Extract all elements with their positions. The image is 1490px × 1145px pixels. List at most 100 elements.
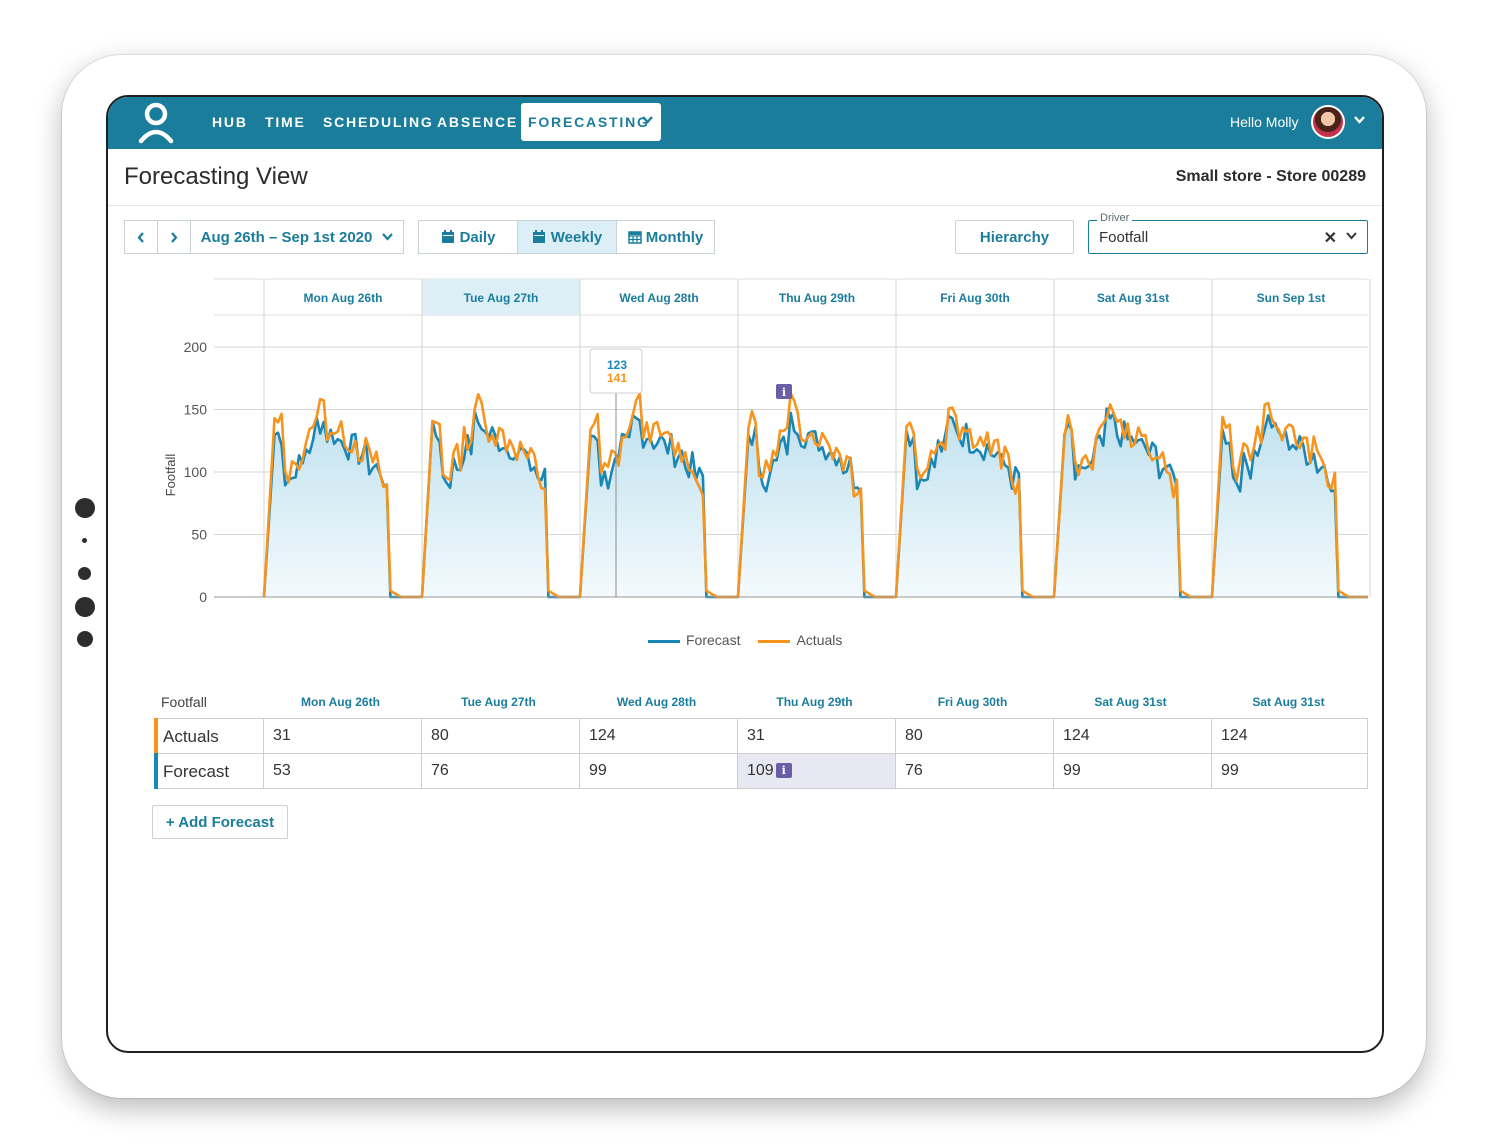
table-cell[interactable]: 76 [421,754,579,788]
table-cell[interactable]: 76 [895,754,1053,788]
clear-icon[interactable]: ✕ [1323,230,1337,247]
info-icon[interactable]: i [775,763,792,778]
chart-day-header[interactable]: Wed Aug 28th [619,291,698,305]
view-daily-button[interactable]: Daily [418,220,518,254]
table-cell[interactable]: 31 [263,719,421,753]
page-title: Forecasting View [124,163,308,190]
table-cell[interactable]: 80 [895,719,1053,753]
nav-absence[interactable]: ABSENCE [437,114,519,130]
nav-forecasting[interactable]: FORECASTING [521,103,661,141]
chart-day-header[interactable]: Tue Aug 27th [464,291,539,305]
chart-tooltip [589,348,643,394]
table-cell[interactable]: 99 [1211,754,1369,788]
y-tick-label: 50 [191,527,207,543]
chart-legend: Forecast Actuals [648,632,842,648]
user-greeting: Hello Molly [1230,114,1299,130]
footfall-chart: 0 50 100 150 200 Footfall Mon Aug 26th Tue Aug … [163,278,1371,605]
table-cell[interactable]: 124 [1053,719,1211,753]
legend-forecast[interactable]: Forecast [648,632,740,648]
table-column-header[interactable]: Thu Aug 29th [776,695,853,709]
chart-day-header[interactable]: Sat Aug 31st [1097,291,1169,305]
nav-scheduling[interactable]: SCHEDULING [323,114,434,130]
calendar-icon [441,230,454,243]
header-divider [108,205,1382,206]
table-cell[interactable]: 124 [579,719,737,753]
table-cell[interactable]: 99 [579,754,737,788]
camera-dot [75,498,95,518]
chevron-down-icon[interactable] [1354,116,1365,124]
table-column-header[interactable]: Wed Aug 28th [616,695,697,709]
top-navigation: HUB TIME SCHEDULING ABSENCE FORECASTING … [108,97,1382,149]
sensor-dot [78,567,91,580]
app-logo-icon[interactable] [136,101,176,145]
view-weekly-button[interactable]: Weekly [517,220,617,254]
calendar-grid-icon [628,231,642,244]
store-name: Small store - Store 00289 [1175,168,1366,185]
row-color-marker [154,718,158,754]
tooltip-forecast-value: 123 [607,358,627,372]
table-cell[interactable]: 31 [737,719,895,753]
view-weekly-label: Weekly [550,228,603,246]
tooltip-actuals-value: 141 [607,371,627,385]
chart-day-header[interactable]: Mon Aug 26th [304,291,383,305]
table-cell[interactable]: 109 i [737,754,895,788]
date-range-label: Aug 26th – Sep 1st 2020 [200,228,373,246]
actuals-series-line[interactable] [262,392,1368,599]
next-week-button[interactable] [157,220,191,254]
hierarchy-button[interactable]: Hierarchy [955,220,1074,254]
nav-hub[interactable]: HUB [212,114,248,130]
chart-day-header[interactable]: Sun Sep 1st [1257,291,1326,305]
y-tick-label: 150 [184,402,208,418]
date-range-dropdown[interactable]: Aug 26th – Sep 1st 2020 [190,220,404,254]
sensor-dot [75,597,95,617]
y-axis-label: Footfall [163,454,178,497]
table-cell[interactable]: 80 [421,719,579,753]
highlighted-day-header [422,279,580,315]
nav-forecasting-label: FORECASTING [528,114,650,130]
driver-select[interactable]: Driver Footfall ✕ [1088,212,1368,254]
info-icon[interactable] [776,384,792,399]
hierarchy-label: Hierarchy [979,228,1050,246]
chevron-down-icon [642,116,653,124]
chevron-down-icon[interactable] [1346,232,1357,240]
table-column-header[interactable]: Fri Aug 30th [937,695,1008,709]
legend-actuals[interactable]: Actuals [758,632,842,648]
nav-time[interactable]: TIME [265,114,306,130]
forecast-series-line[interactable] [262,407,1368,599]
info-icon-glyph: i [782,386,786,399]
prev-week-button[interactable] [124,220,158,254]
user-avatar[interactable] [1311,105,1345,139]
table-row-forecast: Forecast 53 76 99 109 i 76 99 99 [154,753,1368,789]
legend-actuals-label: Actuals [796,632,843,648]
driver-value: Footfall [1099,229,1149,246]
y-tick-label: 200 [184,339,208,355]
chart-day-header[interactable]: Fri Aug 30th [940,291,1010,305]
table-column-header[interactable]: Mon Aug 26th [301,695,380,709]
table-caption: Footfall [161,694,207,710]
row-label: Forecast [163,762,230,781]
table-column-header[interactable]: Sat Aug 31st [1094,695,1167,709]
driver-field-label: Driver [1097,212,1133,224]
chevron-down-icon [382,233,394,241]
calendar-icon [532,230,545,243]
sensor-dot [82,538,87,543]
app-screen: HUB TIME SCHEDULING ABSENCE FORECASTING … [106,95,1384,1053]
table-column-header[interactable]: Tue Aug 27th [461,695,536,709]
legend-forecast-label: Forecast [686,632,741,648]
view-monthly-button[interactable]: Monthly [616,220,715,254]
row-label: Actuals [163,727,219,746]
table-row-actuals: Actuals 31 80 124 31 80 124 124 [154,718,1368,754]
add-forecast-button[interactable]: + Add Forecast [152,805,288,839]
table-cell[interactable]: 53 [263,754,421,788]
chevron-left-icon [137,231,144,243]
chart-day-header[interactable]: Thu Aug 29th [779,291,855,305]
y-tick-label: 0 [199,589,207,605]
view-monthly-label: Monthly [645,228,704,246]
view-daily-label: Daily [459,228,496,246]
chevron-right-icon [171,231,178,243]
row-color-marker [154,753,158,789]
table-cell[interactable]: 99 [1053,754,1211,788]
forecast-area [264,408,1368,597]
table-column-header[interactable]: Sat Aug 31st [1252,695,1325,709]
table-cell[interactable]: 124 [1211,719,1369,753]
